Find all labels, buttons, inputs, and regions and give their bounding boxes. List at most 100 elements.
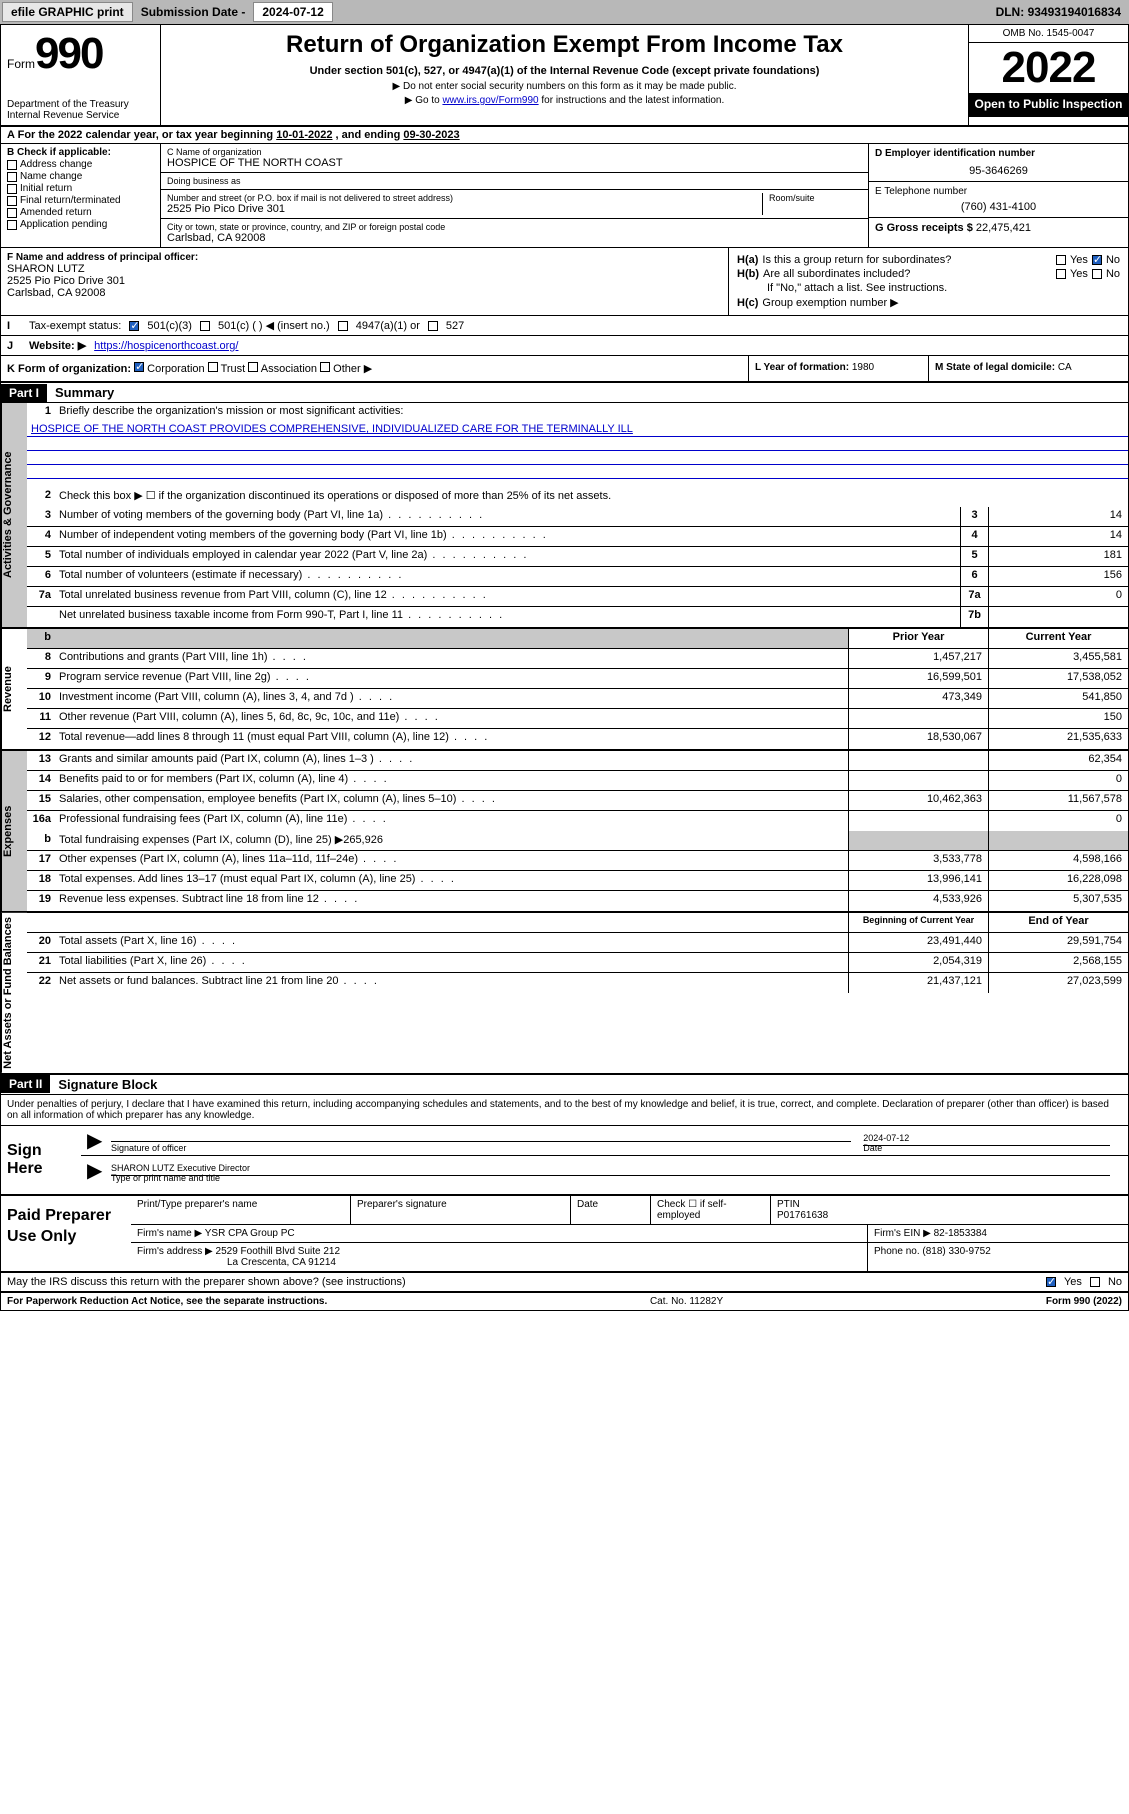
top-toolbar: efile GRAPHIC print Submission Date - 20… — [0, 0, 1129, 24]
table-row: 9 Program service revenue (Part VIII, li… — [27, 669, 1128, 689]
ptin-value: P01761638 — [777, 1210, 1122, 1221]
part2-bar: Part II Signature Block — [1, 1075, 1128, 1095]
row-text: Number of voting members of the governin… — [55, 507, 960, 526]
discuss-no-checkbox[interactable] — [1090, 1277, 1100, 1287]
4947-checkbox[interactable] — [338, 321, 348, 331]
row-text: Other revenue (Part VIII, column (A), li… — [55, 709, 848, 728]
arrow-icon: ▶ — [87, 1158, 111, 1183]
row-text: Salaries, other compensation, employee b… — [55, 791, 848, 810]
table-row: 16a Professional fundraising fees (Part … — [27, 811, 1128, 831]
efile-print-button[interactable]: efile GRAPHIC print — [2, 2, 133, 22]
h-b-note: If "No," attach a list. See instructions… — [737, 282, 1120, 294]
row-value: 181 — [988, 547, 1128, 566]
vtab-governance: Activities & Governance — [1, 403, 27, 627]
current-year-value: 4,598,166 — [988, 851, 1128, 870]
sign-here-label: Sign Here — [1, 1126, 81, 1194]
arrow-icon: ▶ — [87, 1128, 111, 1153]
chk-name-change[interactable]: Name change — [7, 171, 154, 182]
paid-preparer-block: Paid Preparer Use Only Print/Type prepar… — [1, 1196, 1128, 1273]
table-row: 10 Investment income (Part VIII, column … — [27, 689, 1128, 709]
form-word: Form — [7, 57, 35, 71]
discuss-yes-checkbox[interactable] — [1046, 1277, 1056, 1287]
prior-year-value: 1,457,217 — [848, 649, 988, 668]
row-value: 0 — [988, 587, 1128, 606]
row-box: 3 — [960, 507, 988, 526]
table-row: 11 Other revenue (Part VIII, column (A),… — [27, 709, 1128, 729]
k-trust-checkbox[interactable] — [208, 362, 218, 372]
501c3-checkbox[interactable] — [129, 321, 139, 331]
table-row: 12 Total revenue—add lines 8 through 11 … — [27, 729, 1128, 749]
officer-name-line: SHARON LUTZ Executive Director Type or p… — [111, 1175, 1110, 1183]
row-text: Number of independent voting members of … — [55, 527, 960, 546]
chk-initial-return[interactable]: Initial return — [7, 183, 154, 194]
current-year-value: 150 — [988, 709, 1128, 728]
prep-self-hdr: Check ☐ if self-employed — [651, 1196, 771, 1224]
room-label: Room/suite — [769, 193, 862, 203]
city-label: City or town, state or province, country… — [167, 222, 862, 232]
hb-yes-checkbox[interactable] — [1056, 269, 1066, 279]
city-value: Carlsbad, CA 92008 — [167, 232, 862, 244]
sign-here-block: Sign Here ▶ Signature of officer 2024-07… — [1, 1126, 1128, 1196]
part1-hdr: Part I — [1, 384, 47, 402]
row-text: Total number of volunteers (estimate if … — [55, 567, 960, 586]
pra-notice: For Paperwork Reduction Act Notice, see … — [7, 1296, 327, 1307]
row-text: Total number of individuals employed in … — [55, 547, 960, 566]
hdr-prior-year: Prior Year — [848, 629, 988, 648]
501c-checkbox[interactable] — [200, 321, 210, 331]
row-box: 6 — [960, 567, 988, 586]
dept-treasury: Department of the Treasury — [7, 99, 154, 110]
line-k: K Form of organization: Corporation Trus… — [1, 356, 748, 381]
vtab-revenue: Revenue — [1, 629, 27, 749]
current-year-value: 21,535,633 — [988, 729, 1128, 749]
form-page: Form990 Department of the Treasury Inter… — [0, 24, 1129, 1311]
irs-link[interactable]: www.irs.gov/Form990 — [442, 95, 538, 106]
hb-no-checkbox[interactable] — [1092, 269, 1102, 279]
part1-title: Summary — [47, 383, 122, 402]
current-year-value: 3,455,581 — [988, 649, 1128, 668]
col-c: C Name of organization HOSPICE OF THE NO… — [161, 144, 868, 247]
line-l: L Year of formation: 1980 — [748, 356, 928, 381]
prior-year-value: 2,054,319 — [848, 953, 988, 972]
ha-no-checkbox[interactable] — [1092, 255, 1102, 265]
header-left: Form990 Department of the Treasury Inter… — [1, 25, 161, 125]
b-label: B Check if applicable: — [7, 147, 154, 158]
website-link[interactable]: https://hospicenorthcoast.org/ — [94, 340, 238, 352]
chk-final-return[interactable]: Final return/terminated — [7, 195, 154, 206]
table-row: 6 Total number of volunteers (estimate i… — [27, 567, 1128, 587]
chk-amended-return[interactable]: Amended return — [7, 207, 154, 218]
street-value: 2525 Pio Pico Drive 301 — [167, 203, 762, 215]
prior-year-value — [848, 771, 988, 790]
h-c-line: H(c)Group exemption number ▶ — [737, 296, 1120, 309]
ha-yes-checkbox[interactable] — [1056, 255, 1066, 265]
k-assoc-checkbox[interactable] — [248, 362, 258, 372]
chk-application-pending[interactable]: Application pending — [7, 219, 154, 230]
j-label: Website: ▶ — [29, 339, 86, 352]
header-mid: Return of Organization Exempt From Incom… — [161, 25, 968, 125]
row-text: Total assets (Part X, line 16) — [55, 933, 848, 952]
row-text: Contributions and grants (Part VIII, lin… — [55, 649, 848, 668]
city-row: City or town, state or province, country… — [161, 219, 868, 247]
h-a-line: H(a)Is this a group return for subordina… — [737, 254, 1120, 266]
row-text: Other expenses (Part IX, column (A), lin… — [55, 851, 848, 870]
prior-year-value — [848, 709, 988, 728]
table-row: 18 Total expenses. Add lines 13–17 (must… — [27, 871, 1128, 891]
form-ref: Form 990 (2022) — [1046, 1296, 1122, 1307]
prior-year-value: 21,437,121 — [848, 973, 988, 993]
part1-bar: Part I Summary — [1, 383, 1128, 403]
row-box: 7a — [960, 587, 988, 606]
k-other-checkbox[interactable] — [320, 362, 330, 372]
prior-year-value: 13,996,141 — [848, 871, 988, 890]
row-value: 156 — [988, 567, 1128, 586]
block-f-h: F Name and address of principal officer:… — [1, 248, 1128, 316]
527-checkbox[interactable] — [428, 321, 438, 331]
chk-address-change[interactable]: Address change — [7, 159, 154, 170]
prior-year-value — [848, 811, 988, 831]
mission-blank3 — [27, 465, 1128, 479]
mission-blank2 — [27, 451, 1128, 465]
k-corp-checkbox[interactable] — [134, 362, 144, 372]
penalty-statement: Under penalties of perjury, I declare th… — [1, 1095, 1128, 1126]
street-label: Number and street (or P.O. box if mail i… — [167, 193, 762, 203]
row-text: Total liabilities (Part X, line 26) — [55, 953, 848, 972]
section-governance: Activities & Governance 1 Briefly descri… — [1, 403, 1128, 629]
table-row: 13 Grants and similar amounts paid (Part… — [27, 751, 1128, 771]
